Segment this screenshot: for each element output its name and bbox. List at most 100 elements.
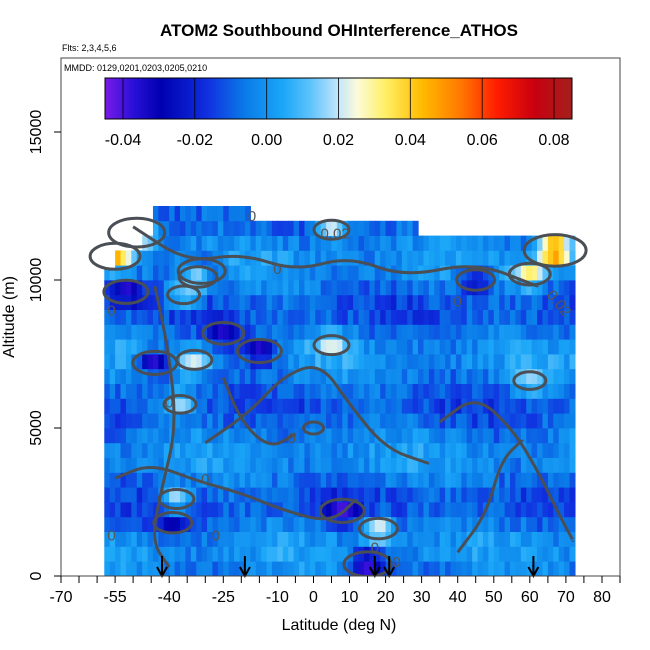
- heatmap-cell: [174, 561, 181, 576]
- heatmap-cell: [531, 502, 538, 518]
- heatmap-cell: [515, 413, 522, 429]
- heatmap-cell: [363, 457, 370, 473]
- heatmap-cell: [531, 339, 538, 355]
- heatmap-cell: [180, 324, 187, 340]
- heatmap-cell: [537, 265, 544, 281]
- heatmap-cell: [412, 516, 419, 532]
- heatmap-cell: [396, 516, 403, 532]
- heatmap-cell: [120, 280, 127, 296]
- heatmap-cell: [207, 502, 214, 518]
- contour-line: [512, 370, 548, 391]
- heatmap-cell: [244, 398, 251, 414]
- heatmap-cell: [115, 324, 122, 340]
- heatmap-cell: [174, 368, 181, 384]
- heatmap-cell: [439, 502, 446, 518]
- heatmap-cell: [353, 428, 360, 444]
- heatmap-cell: [201, 339, 208, 355]
- heatmap-cell: [353, 235, 360, 251]
- heatmap-cell: [353, 413, 360, 429]
- heatmap-cell: [336, 502, 343, 518]
- heatmap-cell: [358, 383, 365, 399]
- heatmap-cell: [353, 324, 360, 340]
- heatmap-cell: [244, 294, 251, 310]
- y-tick-label: 0: [28, 571, 45, 580]
- heatmap-cell: [115, 383, 122, 399]
- heatmap-cell: [250, 516, 257, 532]
- heatmap-cell: [477, 561, 484, 576]
- colorbar-tick-label: -0.04: [105, 132, 142, 149]
- heatmap-cell: [120, 250, 127, 266]
- heatmap-cell: [293, 472, 300, 488]
- heatmap-cell: [477, 324, 484, 340]
- heatmap-cell: [504, 457, 511, 473]
- heatmap-cell: [488, 442, 495, 458]
- heatmap-cell: [358, 502, 365, 518]
- heatmap-cell: [537, 339, 544, 355]
- heatmap-cell: [125, 457, 132, 473]
- heatmap-cell: [174, 309, 181, 325]
- heatmap-cell: [445, 561, 452, 576]
- heatmap-cell: [488, 383, 495, 399]
- heatmap-cell: [493, 265, 500, 281]
- heatmap-cell: [439, 428, 446, 444]
- heatmap-cell: [131, 309, 138, 325]
- heatmap-cell: [445, 531, 452, 547]
- heatmap-cell: [569, 324, 576, 340]
- heatmap-cell: [115, 280, 122, 296]
- heatmap-cell: [564, 383, 571, 399]
- heatmap-cell: [190, 561, 197, 576]
- heatmap-cell: [461, 294, 468, 310]
- heatmap-cell: [531, 294, 538, 310]
- heatmap-cell: [277, 280, 284, 296]
- heatmap-cell: [147, 339, 154, 355]
- heatmap-cell: [207, 413, 214, 429]
- heatmap-cell: [255, 368, 262, 384]
- heatmap-cell: [115, 309, 122, 325]
- heatmap-cell: [423, 472, 430, 488]
- heatmap-cell: [477, 546, 484, 562]
- heatmap-cell: [207, 235, 214, 251]
- heatmap-cell: [223, 531, 230, 547]
- heatmap-cell: [520, 368, 527, 384]
- heatmap-cell: [223, 502, 230, 518]
- heatmap-cell: [396, 280, 403, 296]
- heatmap-cell: [493, 250, 500, 266]
- heatmap-cell: [158, 324, 165, 340]
- contour-line: [302, 420, 325, 436]
- heatmap-cell: [152, 354, 159, 370]
- heatmap-cell: [504, 354, 511, 370]
- heatmap-cell: [455, 294, 462, 310]
- heatmap-cell: [185, 324, 192, 340]
- heatmap-cell: [482, 368, 489, 384]
- colorbar-tick-label: 0.00: [251, 132, 282, 149]
- heatmap-cell: [315, 309, 322, 325]
- heatmap-cell: [136, 324, 143, 340]
- heatmap-cell: [326, 280, 333, 296]
- heatmap-cell: [385, 487, 392, 503]
- heatmap-cell: [537, 442, 544, 458]
- heatmap-cell: [445, 235, 452, 251]
- heatmap-cell: [212, 354, 219, 370]
- heatmap-cell: [125, 546, 132, 562]
- heatmap-cell: [482, 428, 489, 444]
- heatmap-cell: [104, 324, 111, 340]
- contour-line: [522, 233, 588, 268]
- heatmap-cell: [369, 383, 376, 399]
- heatmap-cell: [315, 442, 322, 458]
- heatmap-cell: [250, 235, 257, 251]
- heatmap-cell: [196, 235, 203, 251]
- heatmap-cell: [347, 457, 354, 473]
- heatmap-cell: [304, 265, 311, 281]
- heatmap-cell: [380, 516, 387, 532]
- heatmap-cell: [439, 398, 446, 414]
- heatmap-cell: [542, 294, 549, 310]
- heatmap-cell: [288, 502, 295, 518]
- heatmap-cell: [271, 220, 278, 236]
- heatmap-cell: [212, 561, 219, 576]
- heatmap-cell: [196, 442, 203, 458]
- heatmap-cell: [499, 546, 506, 562]
- x-tick-label: 70: [557, 589, 575, 606]
- heatmap-cell: [152, 487, 159, 503]
- heatmap-cell: [125, 265, 132, 281]
